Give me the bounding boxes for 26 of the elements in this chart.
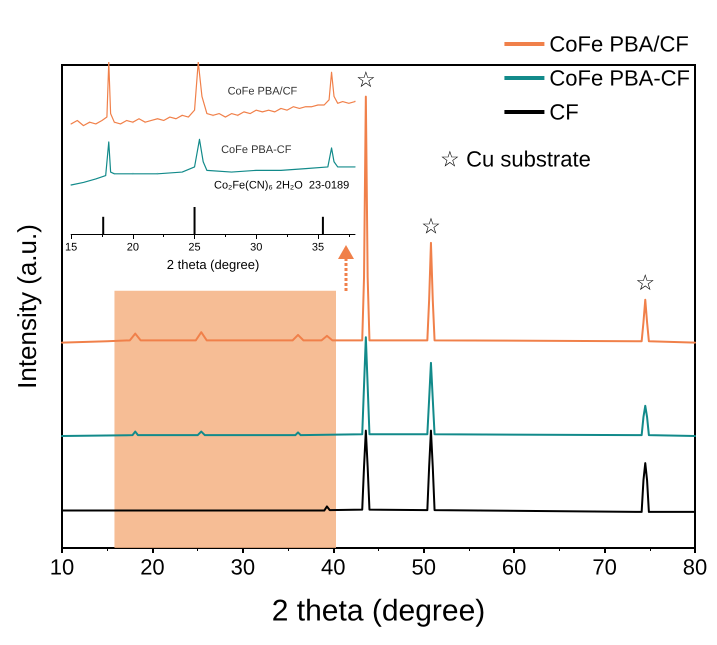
series-label: CoFe PBA/CF bbox=[228, 85, 298, 98]
legend-label: CoFe PBA-CF bbox=[549, 66, 690, 90]
annotation: ☆ bbox=[635, 270, 656, 296]
x-tick-label: 15 bbox=[64, 242, 78, 254]
x-tick-label: 80 bbox=[682, 554, 708, 580]
x-tick-label: 10 bbox=[50, 554, 74, 580]
x-tick-label: 40 bbox=[321, 554, 346, 580]
annotation: Co₂Fe(CN)₆ 2H₂O 23-0189 bbox=[214, 180, 350, 192]
annotation: ☆ bbox=[421, 213, 441, 238]
x-tick-label: 20 bbox=[126, 242, 139, 254]
x-tick-label: 20 bbox=[140, 554, 165, 580]
x-tick-label: 25 bbox=[188, 242, 201, 254]
x-axis-title: 2 theta (degree) bbox=[272, 594, 486, 628]
x-tick-label: 50 bbox=[411, 554, 436, 580]
annotation: ☆ Cu substrate bbox=[440, 146, 591, 172]
series-label: CoFe PBA-CF bbox=[221, 144, 292, 156]
x-tick-label: 70 bbox=[592, 554, 617, 580]
legend-label: CoFe PBA/CF bbox=[549, 32, 689, 56]
x-axis-title: 2 theta (degree) bbox=[166, 257, 260, 272]
legend-label: CF bbox=[549, 100, 579, 124]
x-tick-label: 30 bbox=[230, 554, 256, 580]
x-tick-label: 60 bbox=[502, 554, 526, 580]
y-axis-title: Intensity (a.u.) bbox=[12, 224, 42, 389]
x-tick-label: 35 bbox=[312, 242, 324, 254]
x-tick-label: 30 bbox=[250, 242, 262, 254]
annotation: ☆ bbox=[356, 67, 376, 92]
